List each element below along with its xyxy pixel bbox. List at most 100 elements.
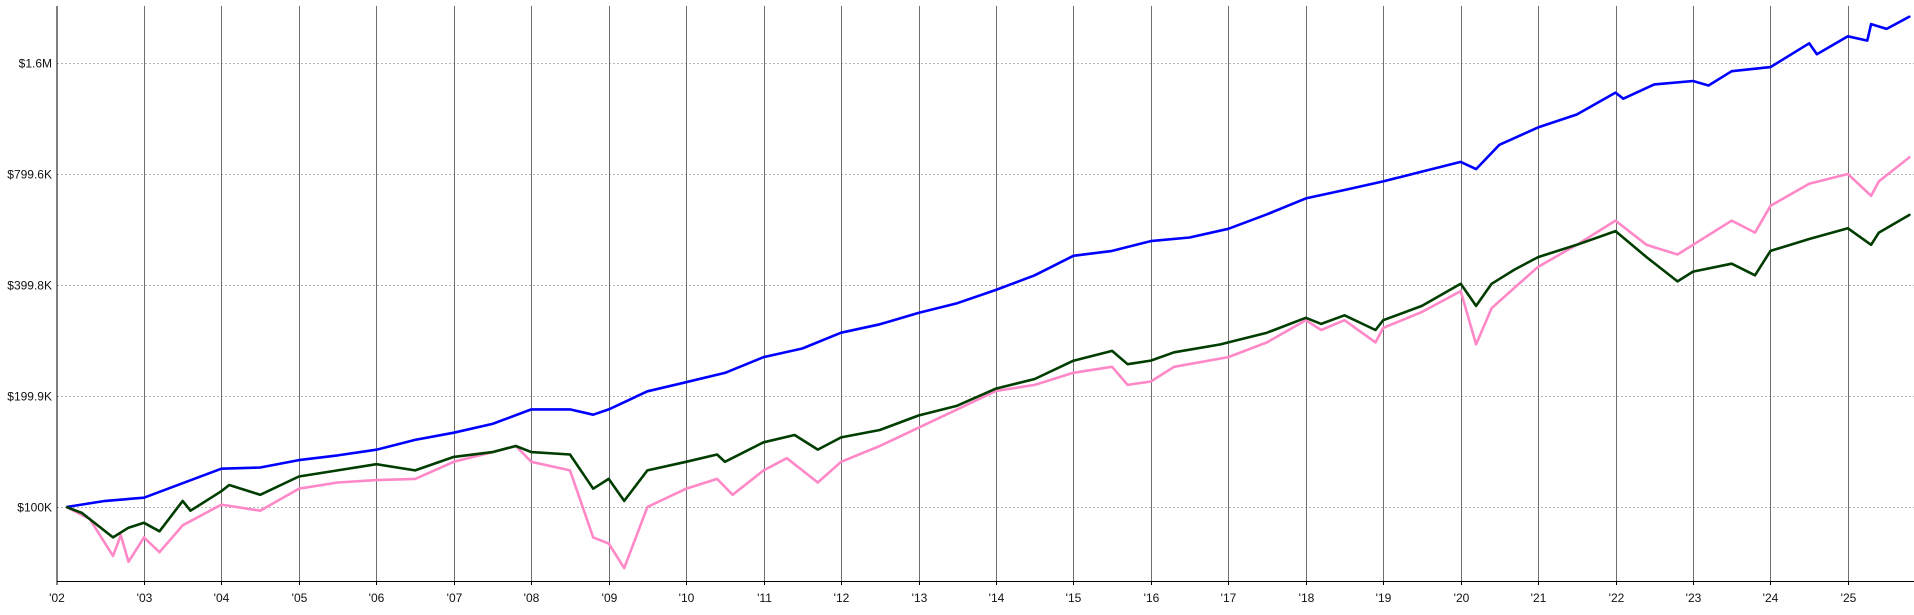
series-1-point <box>1459 290 1462 292</box>
series-0-point <box>1382 180 1384 183</box>
series-0-point <box>1072 255 1075 257</box>
series-1-point <box>112 555 114 557</box>
series-1-point <box>956 408 958 411</box>
series-2-point <box>1072 359 1075 362</box>
series-0-point <box>104 500 107 502</box>
series-1-point <box>158 551 161 553</box>
series-2-point <box>143 522 145 524</box>
series-2-point <box>1173 351 1175 354</box>
series-1-point <box>1382 327 1384 329</box>
series-2-point <box>995 387 997 390</box>
series-1-point <box>1645 244 1648 246</box>
series-2-point <box>1692 270 1694 273</box>
series-1-point <box>1514 286 1516 289</box>
x-tick-label: '23 <box>1686 591 1702 605</box>
series-2-point <box>917 414 920 417</box>
series-2-point <box>228 484 230 486</box>
series-1-point <box>1111 366 1113 368</box>
series-1-point <box>1475 343 1477 346</box>
x-tick-label: '16 <box>1144 591 1160 605</box>
series-2-point <box>1769 250 1772 252</box>
series-1-point <box>592 536 594 539</box>
series-2-point <box>956 404 958 407</box>
series-2-point <box>1382 319 1384 322</box>
series-0-point <box>1498 144 1501 146</box>
series-2-point <box>1227 341 1230 344</box>
x-tick-label: '17 <box>1221 591 1237 605</box>
series-2-point <box>607 478 610 480</box>
series-2-point <box>1909 213 1911 216</box>
series-1-point <box>879 445 881 447</box>
x-tick-label: '03 <box>137 591 153 605</box>
series-0-point <box>1537 126 1539 129</box>
x-tick-label: '09 <box>602 591 618 605</box>
year-gridlines <box>56 6 1849 585</box>
series-1-point <box>1374 341 1377 344</box>
series-0-point <box>1227 228 1230 230</box>
series-1-point <box>1150 380 1152 383</box>
series-0-point <box>259 466 262 469</box>
series-0-point <box>685 381 687 384</box>
series-1-point <box>1173 366 1175 368</box>
x-tick-label: '08 <box>524 591 540 605</box>
series-0-point <box>1885 28 1888 30</box>
series-0-point <box>592 413 594 416</box>
series-0-point <box>1730 70 1733 72</box>
series-2-point <box>336 469 339 472</box>
series-0-point <box>1653 83 1656 86</box>
series-2-point <box>1878 231 1880 234</box>
series-2-point <box>1033 378 1036 380</box>
series-2-point <box>158 530 161 533</box>
series-1-point <box>298 487 300 490</box>
x-tick-label: '15 <box>1066 591 1082 605</box>
series-2-point <box>592 487 594 490</box>
series-2-point <box>1537 256 1539 258</box>
series-0-point <box>1475 168 1477 170</box>
series-0-point <box>1808 42 1810 45</box>
x-tick-label: '02 <box>49 591 65 605</box>
series-2-point <box>1614 230 1617 232</box>
series-0-point <box>1266 213 1268 216</box>
series-2-point <box>414 469 416 472</box>
series-1-point <box>716 478 718 480</box>
series-1-point <box>1676 253 1679 256</box>
series-1-point <box>336 481 339 484</box>
series-0-point <box>1816 53 1818 55</box>
series-1-point <box>259 509 262 512</box>
series-2-point <box>220 490 223 493</box>
series-1-point <box>1909 156 1911 158</box>
series-2-point <box>1219 343 1222 346</box>
series-2-point <box>375 463 378 466</box>
series-0-point <box>1769 66 1772 68</box>
series-0-point <box>1111 250 1113 252</box>
series-1-point <box>120 534 122 536</box>
x-tick-label: '22 <box>1609 591 1625 605</box>
series-1-point <box>1343 319 1346 322</box>
series-2-point <box>840 436 842 439</box>
series-2-point <box>716 453 718 456</box>
series-0-point <box>1459 161 1462 163</box>
series-1-point <box>375 479 378 481</box>
series-1-point <box>1754 231 1756 234</box>
series-0-point <box>569 408 571 411</box>
series-1-point <box>817 481 819 484</box>
series-1-point <box>1808 182 1810 185</box>
series-2-point <box>298 475 300 478</box>
series-0-point <box>879 323 881 326</box>
series-2-point <box>1490 283 1493 285</box>
series-1-point <box>1305 319 1307 322</box>
series-2-point <box>1475 305 1477 307</box>
series-1-point <box>414 478 416 480</box>
series-1-point <box>1537 266 1539 268</box>
series-1-point <box>143 536 145 539</box>
series-2-point <box>623 500 625 502</box>
series-0-point <box>1188 236 1191 239</box>
series-0-point <box>1847 35 1849 38</box>
x-tick-label: '05 <box>292 591 308 605</box>
x-tick-label: '20 <box>1454 591 1470 605</box>
horizontal-gridlines <box>57 63 1914 508</box>
series-1-point <box>181 524 184 527</box>
series-0-point <box>801 347 804 350</box>
series-2-point <box>1126 363 1129 366</box>
series-0-point <box>762 356 765 358</box>
